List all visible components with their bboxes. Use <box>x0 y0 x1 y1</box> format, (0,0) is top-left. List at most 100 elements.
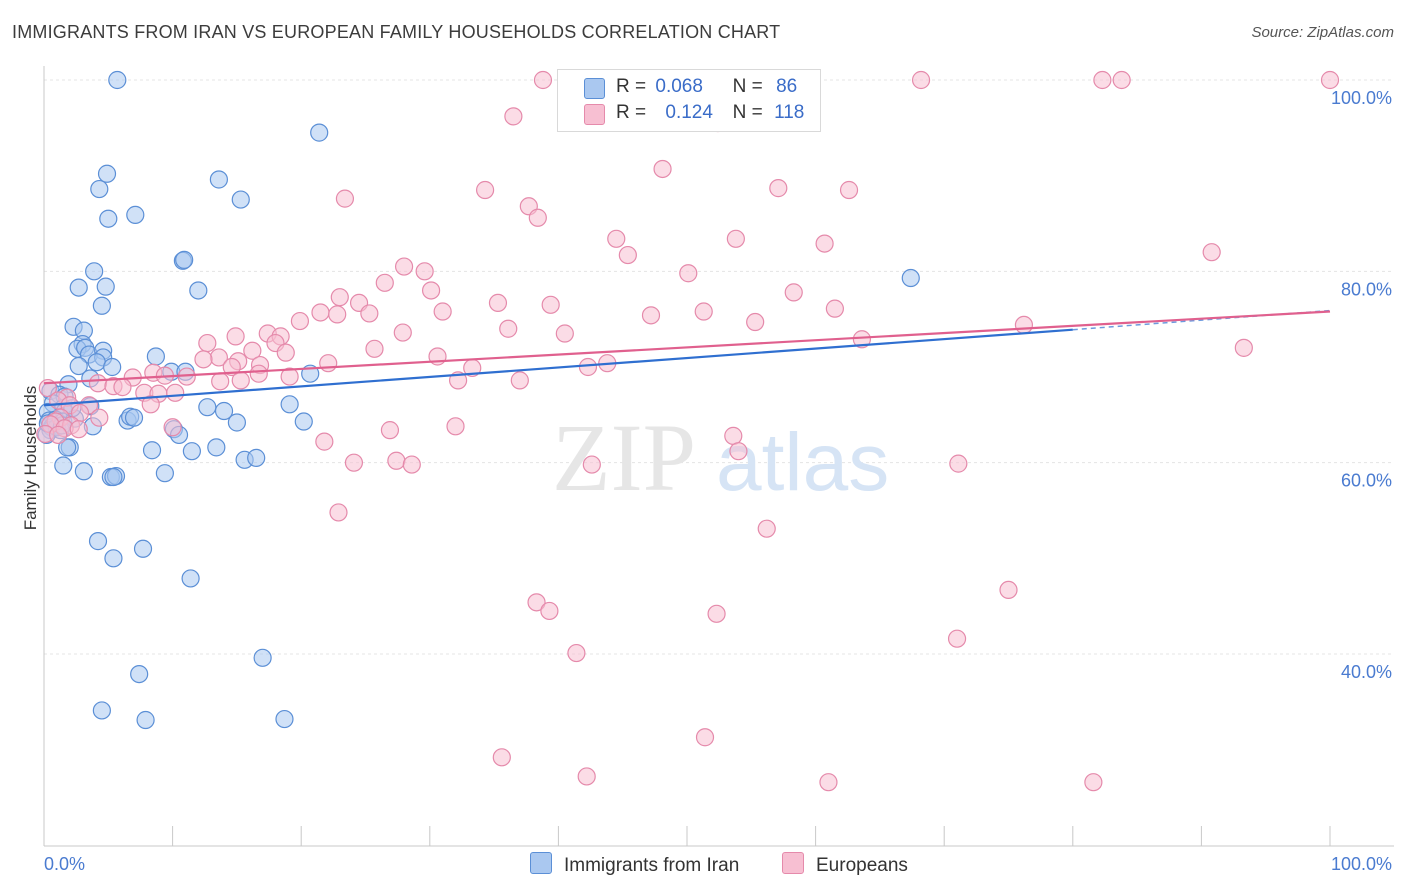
data-point <box>1234 338 1253 357</box>
data-point <box>819 773 838 792</box>
bottom-legend-label-iran: Immigrants from Iran <box>564 855 740 876</box>
data-point <box>49 425 68 445</box>
data-point <box>784 283 803 302</box>
trend-lines <box>43 309 1331 407</box>
legend-n-label: N = <box>732 102 763 123</box>
legend-r-label: R = <box>616 102 647 123</box>
trend-line-europeans <box>43 310 1331 385</box>
data-point <box>433 302 452 321</box>
data-point <box>641 306 661 325</box>
data-point <box>724 426 743 445</box>
data-point <box>582 455 601 474</box>
data-point <box>375 273 394 292</box>
data-point <box>504 107 523 126</box>
trend-line-iran <box>43 328 1073 407</box>
y-tick-label: 100.0% <box>1331 88 1392 108</box>
data-point <box>231 190 250 209</box>
data-point <box>1320 70 1340 90</box>
data-point <box>99 209 118 228</box>
data-point <box>492 748 511 767</box>
bottom-legend-iran: Immigrants from Iran <box>530 852 739 877</box>
data-point <box>88 374 108 393</box>
data-point <box>852 330 871 349</box>
data-point <box>769 179 788 198</box>
data-point <box>253 648 272 667</box>
data-point <box>694 302 713 321</box>
data-point <box>126 205 145 224</box>
data-point <box>707 604 726 623</box>
data-point <box>1014 315 1034 335</box>
data-point <box>757 519 776 538</box>
data-point <box>607 229 626 248</box>
data-point <box>475 180 495 200</box>
data-point <box>146 347 165 366</box>
y-tick-label: 40.0% <box>1341 662 1392 682</box>
data-point <box>90 179 109 199</box>
data-point <box>319 354 338 373</box>
data-point <box>58 438 77 457</box>
data-point <box>294 412 313 431</box>
data-point <box>695 728 715 747</box>
x-tick-label-min: 0.0% <box>44 854 85 874</box>
data-point <box>92 701 111 720</box>
data-point <box>103 357 122 377</box>
data-point <box>155 464 174 483</box>
data-point <box>175 250 194 269</box>
data-point <box>618 245 637 265</box>
watermark-atlas: atlas <box>716 417 889 508</box>
bottom-legend-swatch-blue <box>530 852 552 874</box>
data-point <box>947 629 967 648</box>
data-point <box>280 367 299 386</box>
data-point <box>510 371 529 390</box>
data-point <box>578 357 598 377</box>
data-point <box>104 467 123 487</box>
data-point <box>330 288 349 307</box>
data-point <box>104 549 123 568</box>
data-point <box>249 364 268 383</box>
data-point <box>226 327 245 346</box>
data-point <box>911 70 931 90</box>
data-point <box>69 420 88 439</box>
data-point <box>402 455 421 474</box>
data-point <box>746 312 765 332</box>
data-point <box>825 299 844 318</box>
chart-title: IMMIGRANTS FROM IRAN VS EUROPEAN FAMILY … <box>12 22 781 42</box>
data-point <box>133 539 153 558</box>
legend-n-value-iran: 86 <box>776 76 798 97</box>
gridlines <box>44 79 1394 655</box>
legend-swatch-blue <box>584 78 605 99</box>
data-point <box>198 398 217 417</box>
data-point <box>92 296 111 315</box>
data-point <box>499 319 518 338</box>
data-point <box>653 159 672 179</box>
bottom-legend-swatch-pink <box>782 852 804 874</box>
data-point <box>999 580 1018 600</box>
data-point <box>136 710 155 730</box>
data-point <box>387 451 406 470</box>
legend-r-value-iran: 0.068 <box>655 76 703 97</box>
data-point <box>365 339 384 358</box>
data-point <box>567 643 586 663</box>
data-point <box>189 281 208 300</box>
y-axis-label: Family Households <box>21 386 40 531</box>
legend-n-value-europeans: 118 <box>774 102 805 123</box>
data-point <box>227 413 246 432</box>
data-point <box>540 601 559 621</box>
data-point <box>74 462 93 481</box>
data-point <box>415 262 434 281</box>
data-point <box>231 371 250 390</box>
y-tick-label: 80.0% <box>1341 279 1392 299</box>
data-point <box>130 664 149 684</box>
data-point <box>344 453 364 472</box>
legend-swatch-pink <box>584 104 605 125</box>
data-point <box>527 593 546 612</box>
data-point <box>275 709 294 729</box>
data-point <box>380 421 400 440</box>
data-point <box>194 350 213 369</box>
data-point <box>533 70 553 90</box>
data-point <box>211 372 230 391</box>
legend-r-label: R = <box>616 76 647 97</box>
trend-line-iran-extension <box>1072 309 1331 331</box>
data-point <box>280 395 299 414</box>
